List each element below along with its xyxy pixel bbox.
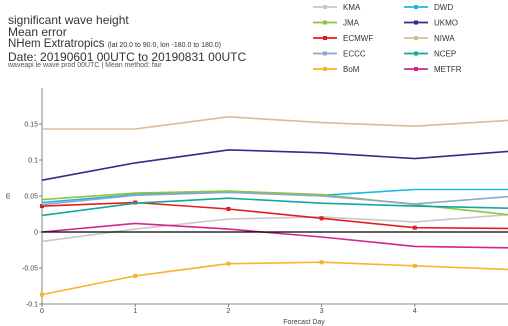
plot-area [40,116,508,297]
legend-label: ECMWF [343,34,373,43]
x-tick-label: 4 [413,308,417,315]
chart-subtitle-metric: Mean error [8,25,67,39]
legend-label: NCEP [434,50,456,59]
legend-item-metfr: METFR [404,65,462,74]
legend-item-bom: BoM [313,65,360,74]
y-tick-label: 0.1 [28,158,38,165]
series-bom-point [319,260,324,265]
chart-axes: -0.1 -0.05 0 0.05 0.1 0.15 0 1 2 3 4 Forecast Day m [5,88,508,326]
legend-item-ncep: NCEP [404,50,456,59]
legend-marker [414,5,418,9]
legend-item-niwa: NIWA [404,34,455,43]
chart-source-note: waveapi le wave prod 00UTC | Mean method… [8,62,162,69]
legend-marker [414,51,418,56]
series-bom-point [133,273,138,278]
series-bom-point [412,263,417,268]
series-ecmwf-point [226,206,231,211]
series-bom-point [226,261,231,266]
y-tick-label: 0.05 [24,194,38,201]
chart-subtitle-region: NHem Extratropics (lat 20.0 to 90.0, lon… [8,38,221,50]
legend: KMA DWD JMA UKMO ECMWF NIWA ECCC NCEP BoM METFR [313,3,462,74]
series-ukmo-line [41,149,508,181]
legend-label: KMA [343,3,361,12]
region-name: NHem Extratropics [8,38,105,50]
series-niwa-line [42,116,508,130]
series-eccc-line [41,191,508,206]
region-bounds: (lat 20.0 to 90.0, lon -180.0 to 180.0) [107,42,221,49]
legend-item-eccc: ECCC [313,50,366,59]
series-ecmwf-point [40,204,44,209]
series-ncep-line [41,197,508,217]
legend-label: JMA [343,19,360,28]
legend-marker [323,67,327,71]
y-tick-label: 0 [34,230,38,237]
legend-item-jma: JMA [313,19,360,28]
y-axis-label: m [5,193,12,199]
series-metfr-line [41,222,508,249]
legend-marker [414,67,418,71]
series-ecmwf-point [412,225,417,230]
series-bom-line [41,261,508,296]
x-axis-label: Forecast Day [283,319,325,326]
series-bom-point [40,292,44,297]
y-tick-label: -0.05 [22,266,38,273]
series-kma-line [41,213,508,243]
legend-item-ecmwf: ECMWF [313,34,373,43]
series-ecmwf-line [41,201,508,230]
legend-marker [323,5,327,9]
chart-date-range: Date: 20190601 00UTC to 20190831 00UTC [8,50,247,64]
legend-label: ECCC [343,50,366,59]
x-tick-label: 3 [320,308,324,315]
legend-item-ukmo: UKMO [404,19,458,28]
legend-marker [414,20,418,25]
legend-label: DWD [434,3,453,12]
y-tick-label: 0.15 [24,122,38,129]
legend-marker [414,36,418,40]
legend-label: BoM [343,65,360,74]
x-tick-label: 1 [133,308,137,315]
chart-title: significant wave height [8,13,129,27]
x-tick-label: 0 [40,308,44,315]
legend-label: UKMO [434,19,458,28]
legend-marker [323,51,327,56]
legend-label: NIWA [434,34,455,43]
legend-marker [323,20,327,25]
y-tick-label: -0.1 [26,302,38,309]
x-tick-label: 2 [226,308,230,315]
legend-item-dwd: DWD [404,3,453,12]
legend-label: METFR [434,65,462,74]
series-ecmwf-point [319,216,324,221]
legend-item-kma: KMA [313,3,361,12]
legend-marker [323,36,327,40]
